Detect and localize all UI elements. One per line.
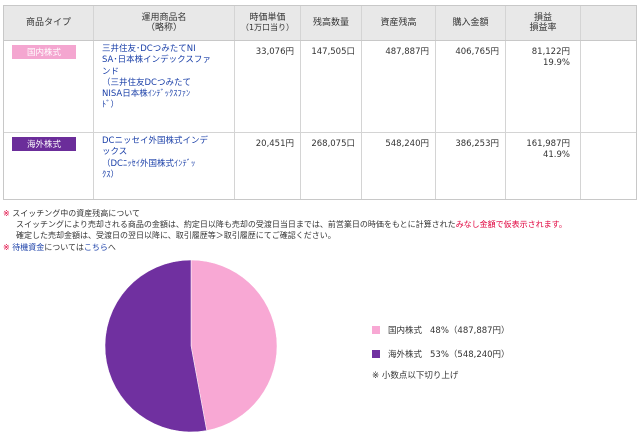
type-badge: 海外株式 <box>12 137 76 151</box>
pl-rate-value: 41.9% <box>542 150 570 160</box>
purchase-value: 386,253円 <box>455 139 499 149</box>
fund-name-link[interactable]: DCニッセイ外国株式インデ ックス （DCﾆｯｾｲ外国株式ｲﾝﾃﾞｯ ｸｽ） <box>102 136 208 180</box>
quantity-value: 268,075口 <box>311 139 355 149</box>
note-standby-funds: ※ 待機資金についてはこちらへ <box>3 242 633 253</box>
allocation-pie-chart <box>104 259 278 433</box>
purchase-cell: 386,253円 <box>436 133 506 199</box>
table-row: 海外株式 DCニッセイ外国株式インデ ックス （DCﾆｯｾｲ外国株式ｲﾝﾃﾞｯ … <box>4 133 636 199</box>
col-type-header: 商品タイプ <box>4 6 94 40</box>
unit-price-value: 20,451円 <box>255 139 294 149</box>
note-mark: ※ <box>3 209 10 218</box>
fund-name-cell: DCニッセイ外国株式インデ ックス （DCﾆｯｾｲ外国株式ｲﾝﾃﾞｯ ｸｽ） <box>94 133 235 199</box>
pie-slice-domestic <box>190 259 278 431</box>
col-purchase-label: 購入金額 <box>452 18 489 28</box>
note-line: スイッチングにより売却される商品の金額は、約定日以降も売却の受渡日当日までは、前… <box>3 219 633 230</box>
col-pl-header: 損益 損益率 <box>506 6 581 40</box>
pl-cell: 161,987円 41.9% <box>506 133 581 199</box>
col-pl-label: 損益 <box>533 13 552 23</box>
col-name-sublabel: （略称） <box>145 23 182 33</box>
col-name-label: 運用商品名 <box>141 13 187 23</box>
legend-item: 国内株式 48%（487,887円） <box>372 324 510 336</box>
purchase-cell: 406,765円 <box>436 41 506 132</box>
col-unit-price-label: 時価単価 <box>249 13 286 23</box>
legend-label: 海外株式 <box>388 350 423 360</box>
balance-cell: 548,240円 <box>362 133 436 199</box>
balance-value: 487,887円 <box>385 47 429 57</box>
col-unit-price-sublabel: （1万口当り） <box>240 23 295 32</box>
note-heading-text: スイッチング中の資産残高について <box>12 209 141 218</box>
table-header: 商品タイプ 運用商品名 （略称） 時価単価 （1万口当り） 残高数量 資産残高 … <box>4 6 636 41</box>
col-pl-rate-label: 損益率 <box>529 23 557 33</box>
notes-section: ※ スイッチング中の資産残高について スイッチングにより売却される商品の金額は、… <box>3 208 633 253</box>
quantity-cell: 268,075口 <box>301 133 362 199</box>
col-blank-header <box>581 6 636 40</box>
col-quantity-label: 残高数量 <box>312 18 349 28</box>
quantity-cell: 147,505口 <box>301 41 362 132</box>
quantity-value: 147,505口 <box>311 47 355 57</box>
balance-value: 548,240円 <box>385 139 429 149</box>
col-name-header: 運用商品名 （略称） <box>94 6 235 40</box>
holdings-table: 商品タイプ 運用商品名 （略称） 時価単価 （1万口当り） 残高数量 資産残高 … <box>3 5 637 200</box>
note-text: へ <box>107 242 116 252</box>
col-unit-price-header: 時価単価 （1万口当り） <box>235 6 301 40</box>
type-badge: 国内株式 <box>12 45 76 59</box>
legend-value: 53%（548,240円） <box>430 350 510 360</box>
type-cell: 国内株式 <box>4 41 94 132</box>
pl-cell: 81,122円 19.9% <box>506 41 581 132</box>
legend-label: 国内株式 <box>388 326 423 336</box>
balance-cell: 487,887円 <box>362 41 436 132</box>
type-badge-label: 海外株式 <box>26 140 61 150</box>
unit-price-cell: 20,451円 <box>235 133 301 199</box>
unit-price-cell: 33,076円 <box>235 41 301 132</box>
note-heading: ※ スイッチング中の資産残高について <box>3 208 633 219</box>
legend-swatch-foreign <box>372 350 380 358</box>
pie-slice-foreign <box>104 259 207 433</box>
col-purchase-header: 購入金額 <box>436 6 506 40</box>
col-type-label: 商品タイプ <box>25 18 71 28</box>
purchase-value: 406,765円 <box>455 47 499 57</box>
type-cell: 海外株式 <box>4 133 94 199</box>
legend-swatch-domestic <box>372 326 380 334</box>
note-mark: ※ <box>3 242 10 252</box>
pl-rate-value: 19.9% <box>542 58 570 68</box>
rounding-note: ※ 小数点以下切り上げ <box>372 371 459 381</box>
note-text: については <box>44 242 84 252</box>
standby-funds-link[interactable]: 待機資金 <box>12 242 45 252</box>
here-link[interactable]: こちら <box>83 242 108 252</box>
col-balance-label: 資産残高 <box>380 18 417 28</box>
pl-value: 81,122円 <box>531 47 570 57</box>
unit-price-value: 33,076円 <box>255 47 294 57</box>
pl-value: 161,987円 <box>526 139 570 149</box>
note-highlight: みなし金額で仮表示されます。 <box>455 220 567 230</box>
blank-cell <box>581 133 636 199</box>
col-balance-header: 資産残高 <box>362 6 436 40</box>
fund-name-link[interactable]: 三井住友･DCつみたてNI SA･日本株インデックスファ ンド （三井住友DCつ… <box>102 44 211 111</box>
table-row: 国内株式 三井住友･DCつみたてNI SA･日本株インデックスファ ンド （三井… <box>4 41 636 133</box>
blank-cell <box>581 41 636 132</box>
legend-value: 48%（487,887円） <box>430 326 510 336</box>
note-text: スイッチングにより売却される商品の金額は、約定日以降も売却の受渡日当日までは、前… <box>16 220 456 230</box>
legend-item: 海外株式 53%（548,240円） <box>372 348 510 360</box>
type-badge-label: 国内株式 <box>26 48 61 58</box>
col-quantity-header: 残高数量 <box>301 6 362 40</box>
fund-name-cell: 三井住友･DCつみたてNI SA･日本株インデックスファ ンド （三井住友DCつ… <box>94 41 235 132</box>
note-line: 確定した売却金額は、受渡日の翌日以降に、取引履歴等＞取引履歴にてご確認ください。 <box>16 231 336 241</box>
